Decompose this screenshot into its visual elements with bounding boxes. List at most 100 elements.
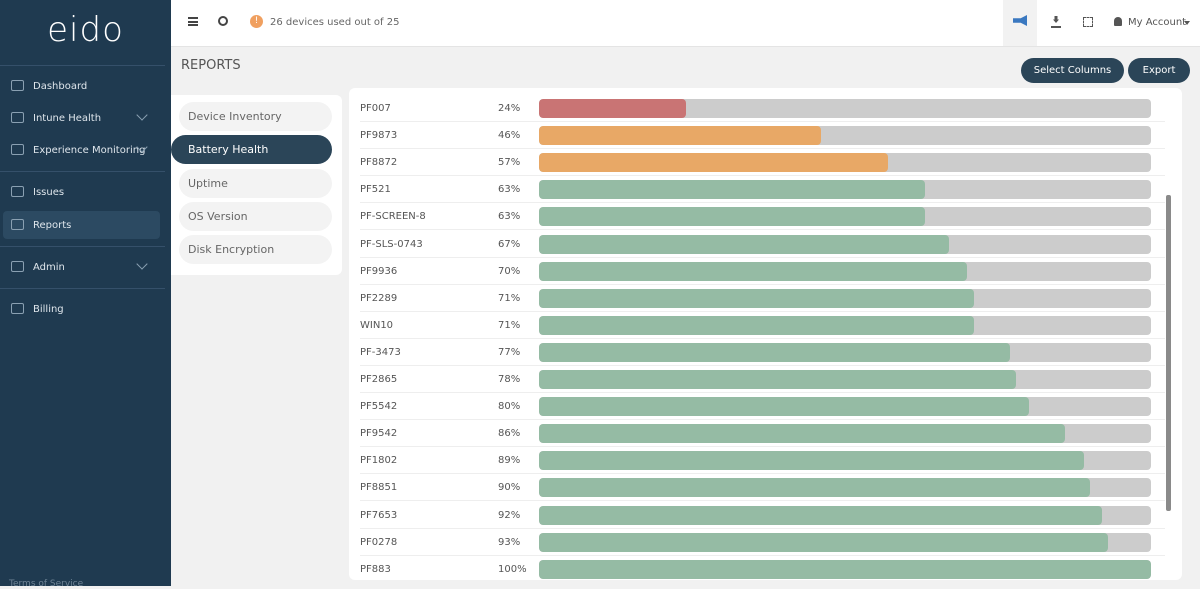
menu-icon[interactable]	[188, 17, 198, 26]
nav-icon	[11, 186, 24, 197]
separator	[0, 65, 165, 66]
nav-item[interactable]: Reports	[3, 211, 160, 239]
battery-bar	[539, 261, 968, 281]
device-name: PF0278	[360, 536, 398, 548]
report-tab[interactable]: Device Inventory	[179, 102, 332, 131]
battery-percent: 63%	[498, 184, 521, 196]
battery-bar	[539, 478, 1090, 498]
device-name: PF8851	[360, 482, 398, 494]
table-row: PF5542 80%	[360, 393, 1165, 421]
battery-percent: 63%	[498, 211, 521, 223]
battery-bar	[539, 342, 1011, 362]
battery-bar	[539, 397, 1029, 417]
battery-track	[539, 180, 1151, 200]
battery-track	[539, 559, 1151, 579]
report-tab[interactable]: Disk Encryption	[179, 235, 332, 265]
report-tab[interactable]: OS Version	[179, 201, 332, 231]
battery-bar	[539, 207, 925, 227]
table-row: PF521 63%	[360, 176, 1165, 204]
table-row: PF7653 92%	[360, 502, 1165, 529]
table-row: PF1802 89%	[360, 447, 1165, 475]
battery-percent: 24%	[498, 103, 521, 114]
report-tab[interactable]: Battery Health	[171, 135, 332, 165]
battery-percent: 57%	[498, 157, 521, 169]
nav-item[interactable]: Experience Monitoring	[3, 136, 160, 164]
chevron	[136, 109, 148, 121]
scrollbar[interactable]	[1166, 195, 1171, 511]
logo: eido	[47, 10, 124, 50]
device-name: PF9542	[360, 428, 398, 440]
battery-percent: 90%	[498, 482, 521, 494]
device-name: PF-SLS-0743	[360, 238, 423, 250]
sidebar: eido Terms of Service Dashboard Intune He…	[0, 0, 171, 589]
download-icon[interactable]	[1051, 16, 1061, 28]
battery-percent: 100%	[498, 563, 527, 575]
battery-track	[539, 370, 1151, 389]
battery-percent: 67%	[498, 238, 521, 250]
table-row: PF9542 86%	[360, 420, 1165, 448]
table-row: PF9873 46%	[360, 122, 1165, 150]
battery-bar	[539, 559, 1151, 579]
table-row: PF-3473 77%	[360, 339, 1165, 366]
nav-icon	[11, 144, 24, 155]
nav-icon	[11, 80, 24, 91]
battery-percent: 92%	[498, 509, 521, 521]
battery-table: PF007 24% PF9873 46% PF8872 57% PF521 63% PF-SCR…	[349, 88, 1182, 580]
device-name: PF2289	[360, 292, 398, 304]
battery-bar	[539, 532, 1109, 552]
nav-icon	[11, 112, 24, 123]
battery-track	[539, 234, 1151, 254]
battery-percent: 86%	[498, 428, 521, 440]
report-tabs: Device Inventory Battery Health Uptime OS V…	[171, 95, 342, 275]
battery-bar	[539, 505, 1103, 525]
table-row: PF007 24%	[360, 95, 1165, 122]
battery-percent: 70%	[498, 265, 521, 277]
battery-track	[539, 207, 1151, 227]
device-notice: 26 devices used out of 25	[270, 17, 400, 28]
battery-track	[539, 261, 1151, 281]
announcements[interactable]	[1003, 0, 1037, 46]
nav-item[interactable]: Billing	[3, 295, 160, 323]
device-name: WIN10	[360, 319, 394, 331]
nav-icon	[11, 219, 24, 230]
battery-percent: 93%	[498, 536, 521, 548]
table-row: WIN10 71%	[360, 312, 1165, 339]
table-row: PF883 100%	[360, 556, 1165, 580]
battery-track	[539, 288, 1151, 308]
caret	[1184, 21, 1190, 28]
device-name: PF521	[360, 184, 391, 196]
nav-item[interactable]: Dashboard	[3, 72, 160, 100]
table-row: PF8872 57%	[360, 149, 1165, 177]
nav-item[interactable]: Intune Health	[3, 104, 160, 132]
device-name: PF9873	[360, 130, 398, 142]
battery-percent: 71%	[498, 292, 521, 304]
battery-bar	[539, 315, 974, 335]
device-name: PF2865	[360, 374, 398, 385]
battery-bar	[539, 99, 686, 118]
battery-bar	[539, 288, 974, 308]
device-name: PF5542	[360, 401, 398, 413]
table-row: PF8851 90%	[360, 474, 1165, 502]
select-columns-button[interactable]: Select Columns	[1021, 58, 1124, 83]
battery-percent: 78%	[498, 374, 521, 385]
report-tab[interactable]: Uptime	[179, 168, 332, 198]
battery-bar	[539, 180, 925, 200]
table-row: PF0278 93%	[360, 529, 1165, 556]
terms-link[interactable]: Terms of Service	[9, 579, 84, 589]
separator	[0, 171, 165, 172]
fullscreen-icon[interactable]	[1083, 17, 1093, 27]
battery-percent: 77%	[498, 346, 521, 358]
search-icon[interactable]	[218, 16, 228, 26]
battery-percent: 80%	[498, 401, 521, 413]
nav-item[interactable]: Issues	[3, 178, 160, 206]
battery-bar	[539, 424, 1066, 444]
device-name: PF9936	[360, 265, 398, 277]
nav-item[interactable]: Admin	[3, 253, 160, 281]
battery-bar	[539, 126, 821, 146]
battery-track	[539, 126, 1151, 146]
battery-bar	[539, 153, 888, 173]
account-menu[interactable]: My Account	[1128, 17, 1187, 28]
battery-bar	[539, 234, 950, 254]
export-button[interactable]: Export	[1128, 58, 1190, 83]
